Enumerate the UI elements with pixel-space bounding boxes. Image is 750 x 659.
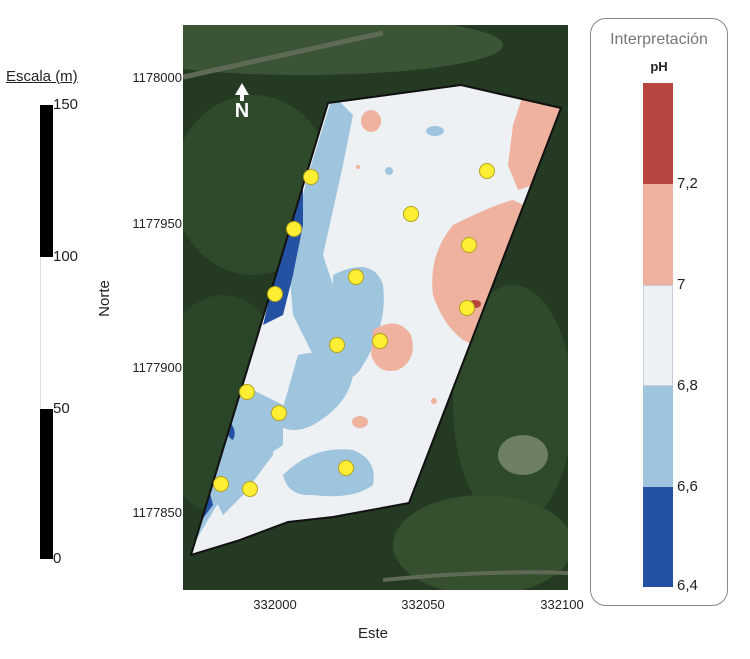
scale-bar-title: Escala (m) bbox=[6, 68, 78, 85]
sample-point bbox=[372, 333, 388, 349]
y-tick-label: 1177900 bbox=[132, 360, 182, 375]
y-tick-label: 1177850 bbox=[132, 505, 182, 520]
sample-point bbox=[239, 384, 255, 400]
sample-point bbox=[338, 460, 354, 476]
legend-swatch bbox=[643, 285, 673, 386]
legend-label: 6,4 bbox=[677, 577, 698, 594]
legend-swatch bbox=[643, 386, 673, 487]
legend-label: 7 bbox=[677, 276, 686, 293]
scale-tick-label: 150 bbox=[53, 96, 79, 113]
north-arrow-icon: N bbox=[235, 83, 249, 122]
sample-point bbox=[213, 476, 229, 492]
north-arrow-label: N bbox=[235, 100, 249, 122]
x-tick-label: 332100 bbox=[540, 597, 584, 612]
sample-point bbox=[271, 405, 287, 421]
sample-point bbox=[303, 169, 319, 185]
scale-bar-segment-black bbox=[40, 409, 53, 559]
sample-point bbox=[286, 221, 302, 237]
scale-tick-label: 50 bbox=[53, 400, 70, 417]
sample-point bbox=[403, 206, 419, 222]
y-tick-label: 1178000 bbox=[132, 70, 182, 85]
sample-point bbox=[461, 237, 477, 253]
scale-bar-segment-white bbox=[40, 257, 54, 409]
scale-bar-segment-black bbox=[40, 105, 53, 257]
legend-title: Interpretación bbox=[610, 31, 708, 48]
sample-point bbox=[242, 481, 258, 497]
legend-label: 6,8 bbox=[677, 377, 698, 394]
legend-swatch bbox=[643, 184, 673, 285]
map-panel: N bbox=[183, 25, 568, 590]
legend-panel: Interpretación pH 7,2 7 6,8 6,6 6,4 bbox=[590, 18, 728, 606]
legend-swatch bbox=[643, 83, 673, 184]
field-boundary bbox=[189, 83, 563, 557]
sample-point bbox=[348, 269, 364, 285]
legend-label: 7,2 bbox=[677, 175, 698, 192]
y-axis-title: Norte bbox=[95, 280, 113, 317]
legend-label: 6,6 bbox=[677, 478, 698, 495]
legend-variable: pH bbox=[650, 59, 668, 74]
sample-point bbox=[267, 286, 283, 302]
ph-interpolation-map: N bbox=[183, 25, 568, 590]
sample-point bbox=[479, 163, 495, 179]
sample-points bbox=[213, 163, 495, 497]
x-tick-label: 332050 bbox=[401, 597, 445, 612]
sample-point bbox=[459, 300, 475, 316]
scale-tick-label: 0 bbox=[53, 550, 62, 567]
scale-tick-label: 100 bbox=[53, 248, 79, 265]
x-axis-title: Este bbox=[358, 625, 389, 642]
x-tick-label: 332000 bbox=[253, 597, 297, 612]
legend-swatch bbox=[643, 487, 673, 587]
sample-point bbox=[329, 337, 345, 353]
y-tick-label: 1177950 bbox=[132, 216, 182, 231]
